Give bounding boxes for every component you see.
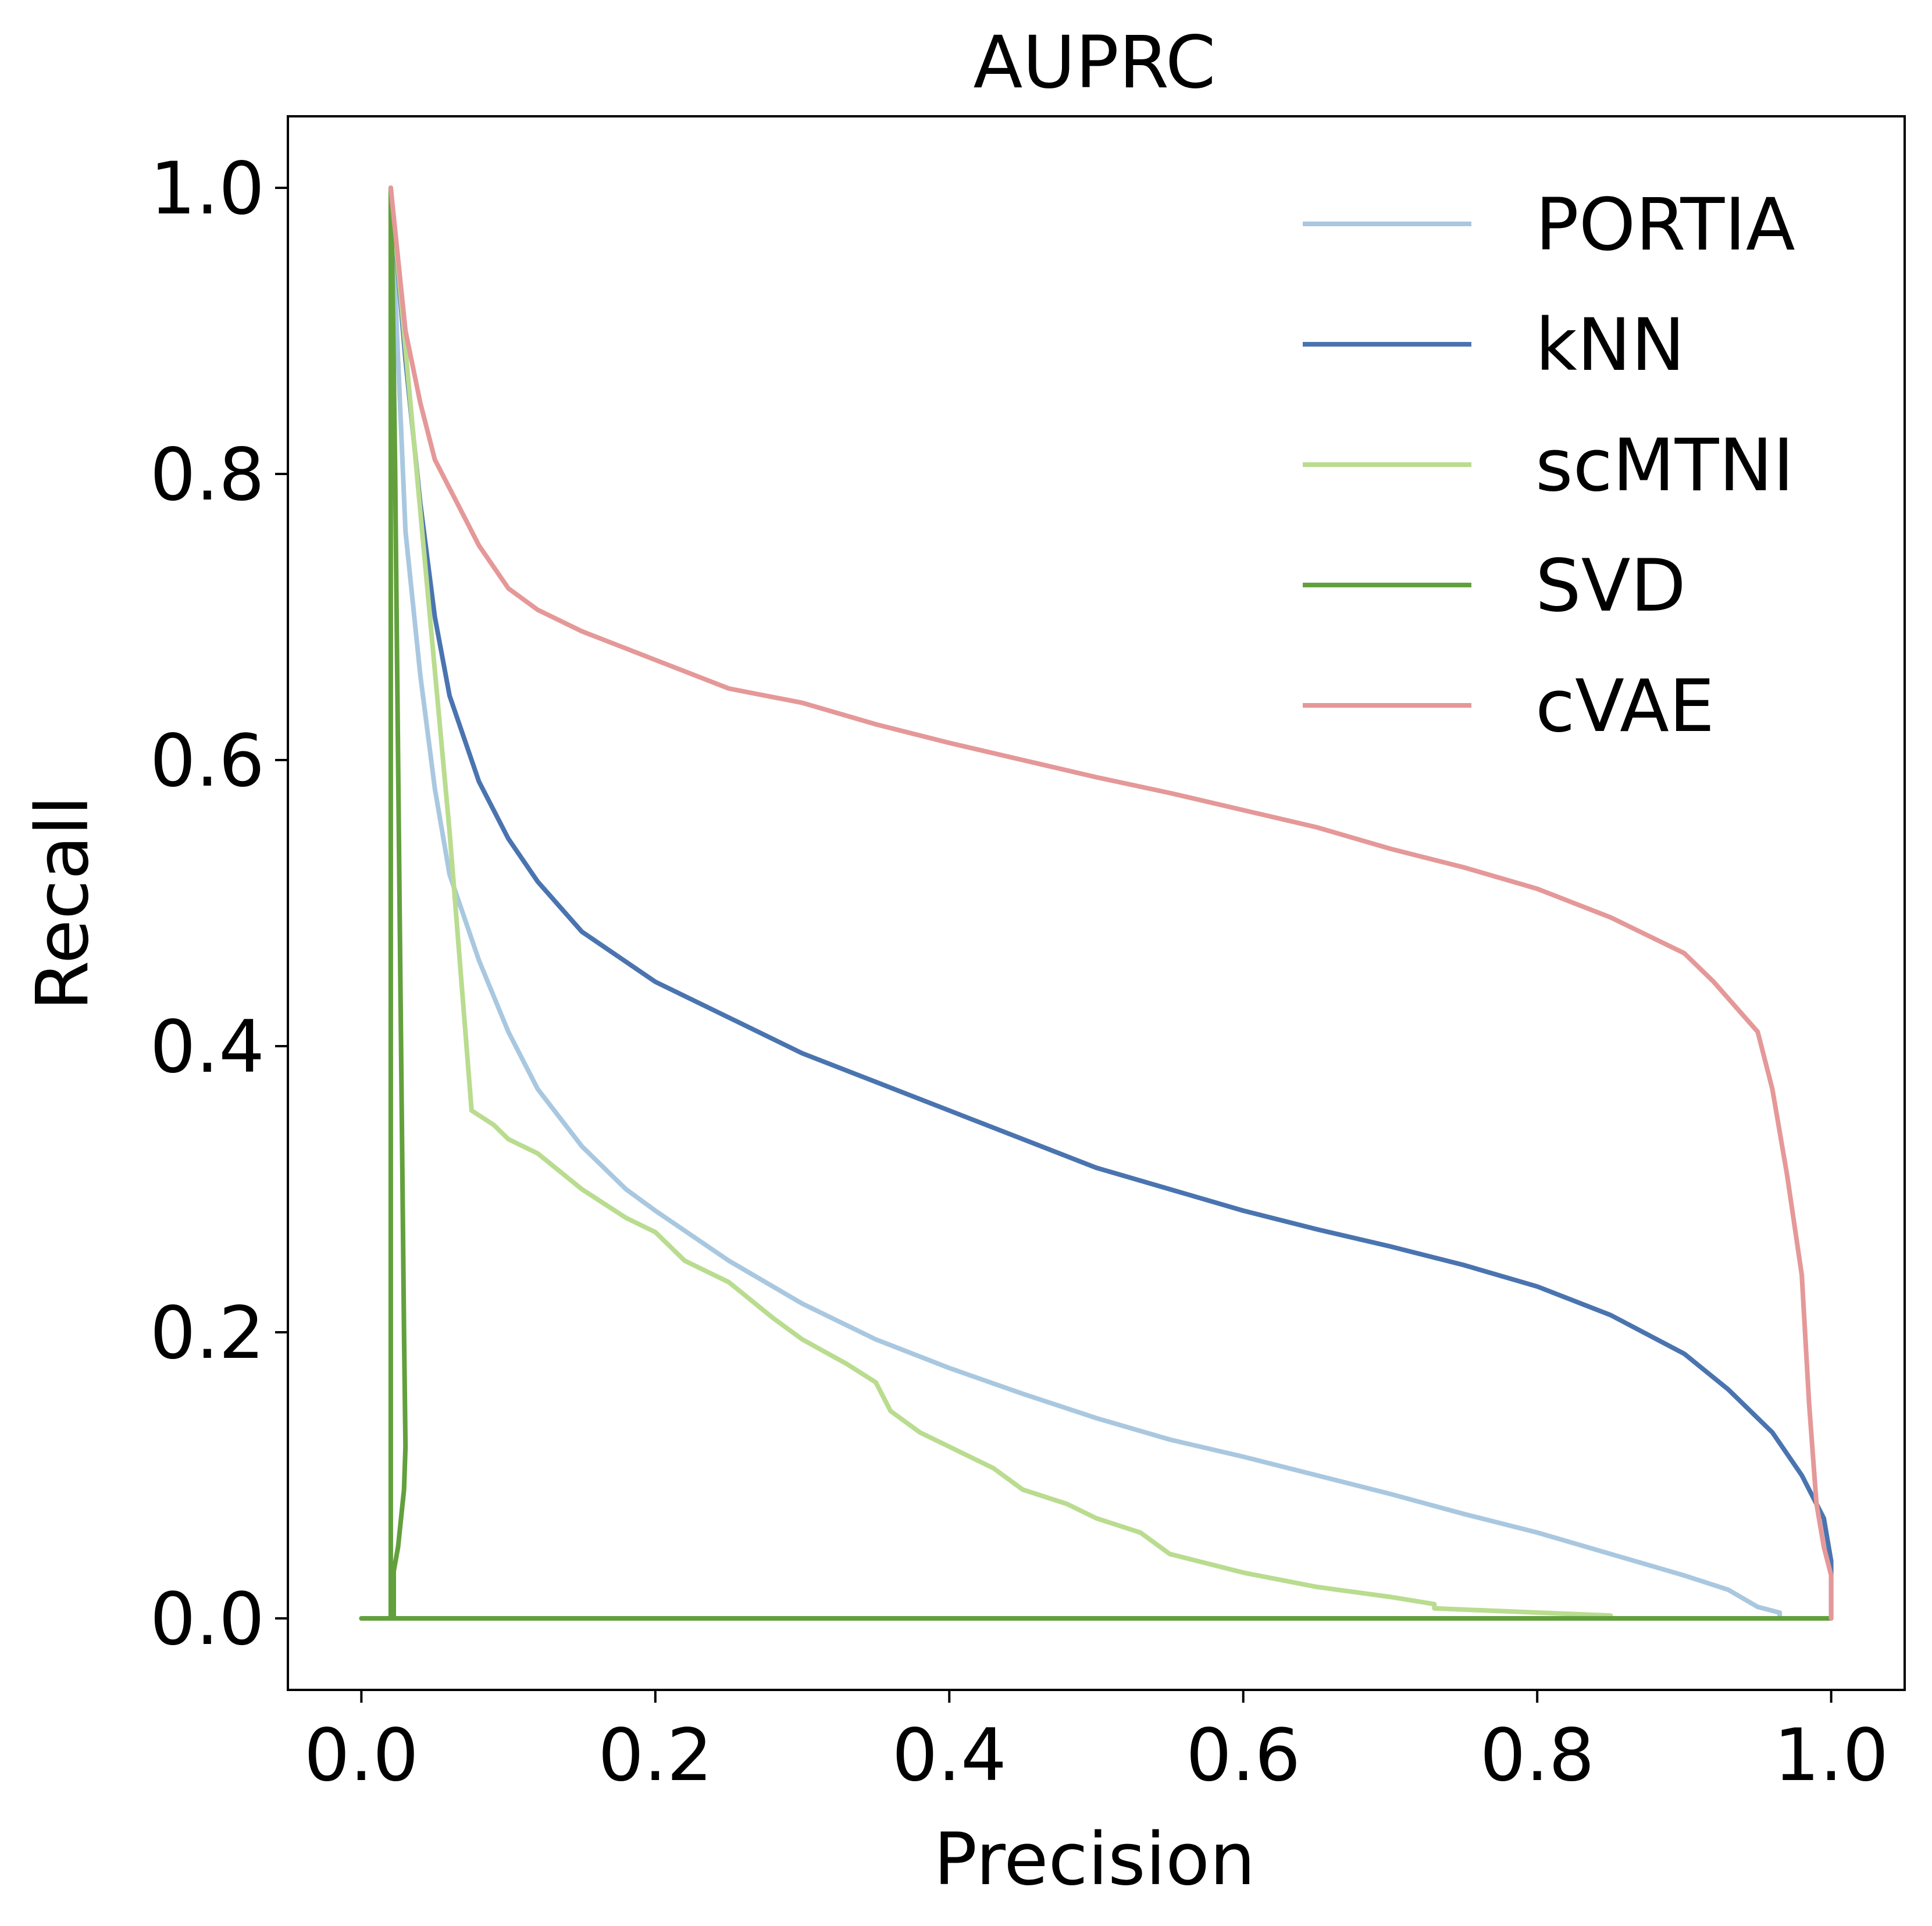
series-line-scmtni bbox=[388, 186, 1834, 1621]
plot-frame bbox=[287, 115, 1906, 1691]
x-tick-label: 0.6 bbox=[1186, 1714, 1300, 1797]
x-tick-label: 0.0 bbox=[304, 1714, 419, 1797]
legend-label-cvae: cVAE bbox=[1535, 665, 1714, 748]
series-line-cvae bbox=[388, 186, 1834, 1621]
y-tick-label: 0.0 bbox=[150, 1578, 265, 1661]
x-tick-label: 1.0 bbox=[1774, 1714, 1888, 1797]
y-tick-label: 0.6 bbox=[150, 719, 265, 803]
series-line-knn bbox=[388, 186, 1834, 1621]
y-axis: 0.0 0.2 0.4 0.6 0.8 1.0 bbox=[150, 147, 288, 1661]
series-layer bbox=[359, 186, 1834, 1621]
legend-label-svd: SVD bbox=[1535, 544, 1686, 628]
y-tick-label: 0.8 bbox=[150, 433, 265, 517]
x-tick-label: 0.8 bbox=[1480, 1714, 1595, 1797]
y-tick-label: 0.2 bbox=[150, 1292, 265, 1375]
x-axis: 0.0 0.2 0.4 0.6 0.8 1.0 bbox=[304, 1690, 1888, 1797]
x-tick-label: 0.2 bbox=[598, 1714, 712, 1797]
x-tick-label: 0.4 bbox=[892, 1714, 1007, 1797]
legend-label-knn: kNN bbox=[1535, 304, 1685, 387]
legend-label-scmtni: scMTNI bbox=[1535, 424, 1794, 508]
y-tick-label: 0.4 bbox=[150, 1005, 265, 1089]
legend: PORTIA kNN scMTNI SVD cVAE bbox=[1303, 183, 1795, 748]
x-axis-label: Precision bbox=[933, 1818, 1255, 1902]
chart-title: AUPRC bbox=[974, 21, 1216, 105]
y-axis-label: Recall bbox=[21, 796, 105, 1011]
y-tick-label: 1.0 bbox=[150, 147, 265, 231]
legend-label-portia: PORTIA bbox=[1535, 183, 1795, 267]
